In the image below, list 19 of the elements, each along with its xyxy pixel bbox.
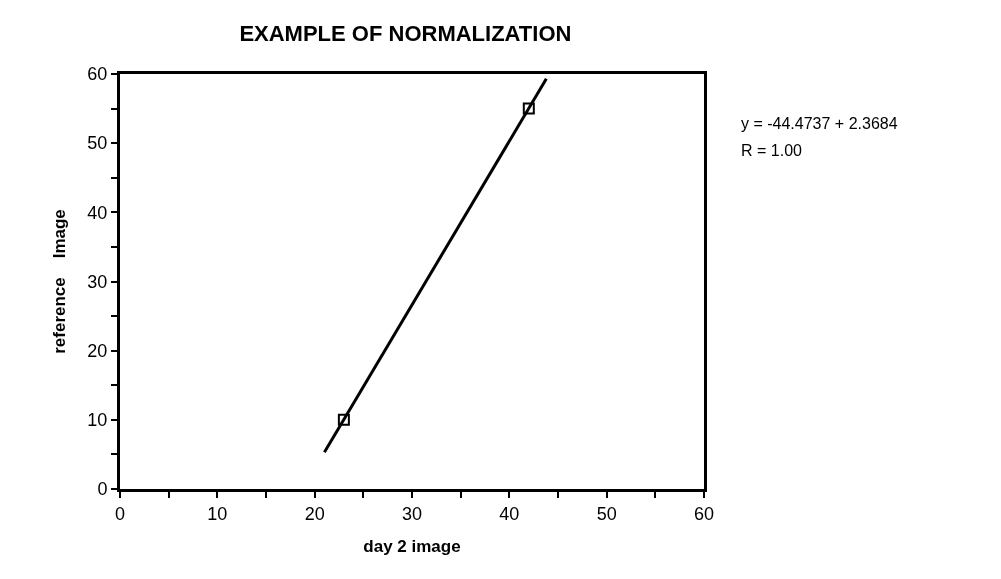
- y-tick-label: 40: [87, 202, 108, 223]
- x-tick-label: 40: [499, 503, 520, 524]
- y-tick-label: 60: [87, 64, 108, 85]
- x-tick-label: 60: [693, 503, 715, 524]
- x-tick-label: 50: [596, 503, 617, 524]
- y-tick-label: 20: [87, 340, 108, 361]
- y-tick-label: 0: [97, 479, 108, 500]
- text: R = 1.00: [741, 142, 803, 159]
- x-tick-label: 20: [304, 503, 325, 524]
- x-tick-label: 10: [207, 503, 228, 524]
- y-axis-title: reference Image: [49, 209, 69, 354]
- y-tick-label: 50: [87, 133, 108, 154]
- x-tick-label: 30: [401, 503, 423, 524]
- text: y = -44.4737 + 2.3684: [741, 115, 898, 132]
- chart-title: EXAMPLE OF NORMALIZATION: [239, 21, 572, 47]
- x-tick-label: 0: [114, 503, 126, 524]
- x-axis-title: day 2 image: [363, 537, 461, 556]
- y-tick-label: 30: [87, 271, 108, 292]
- y-tick-label: 10: [87, 410, 108, 431]
